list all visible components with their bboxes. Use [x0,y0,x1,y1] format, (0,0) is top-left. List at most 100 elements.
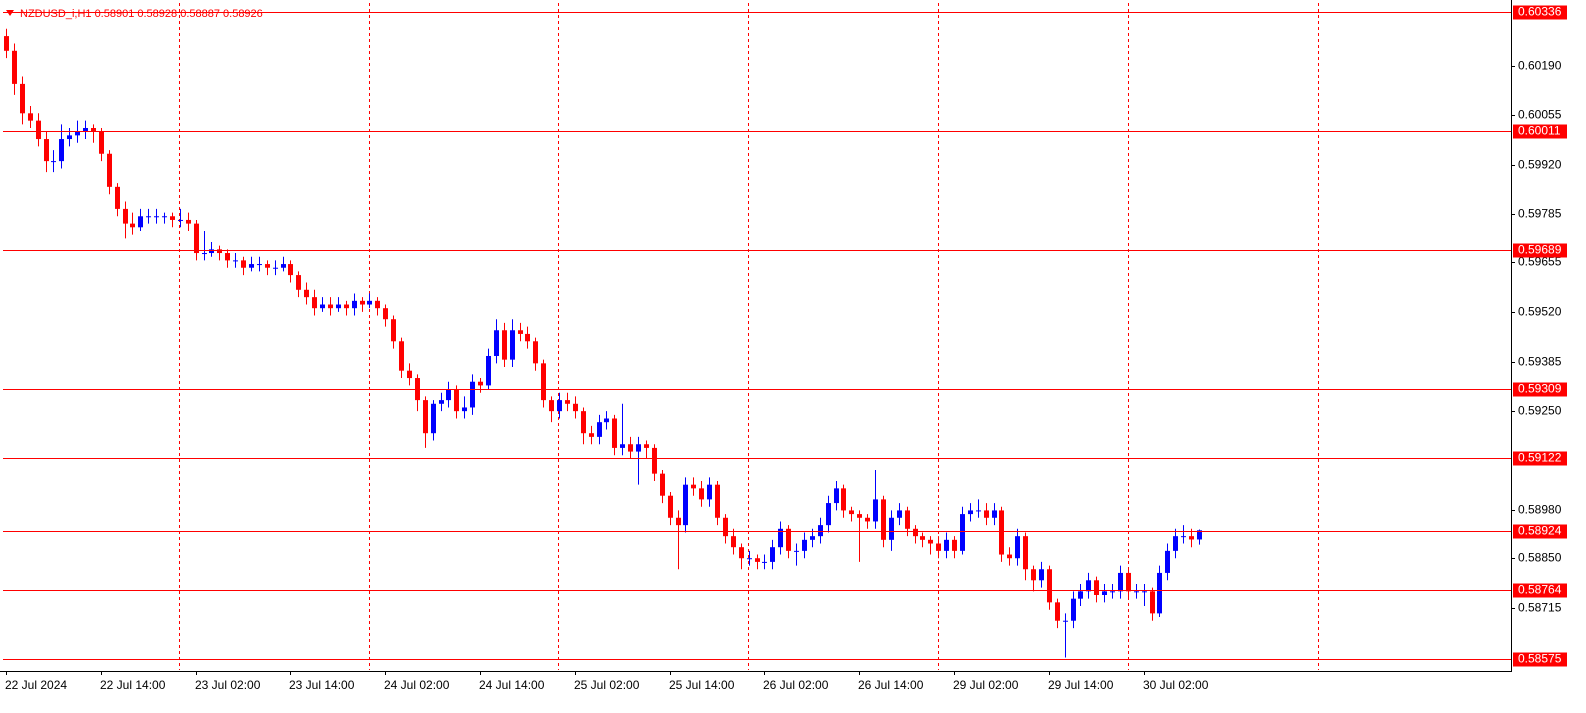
candle-body [557,400,562,412]
candle-body [984,510,989,518]
candle-body [502,330,507,360]
candle-body [170,216,175,220]
candle-body [186,219,191,224]
candle-body [383,308,388,320]
x-tick-label: 22 Jul 14:00 [100,678,166,692]
candle-body [928,539,933,544]
candle-body [1189,536,1194,540]
y-tick-label: 0.58980 [1518,503,1562,517]
candle-body [470,381,475,408]
candle-body [636,444,641,452]
candle-body [328,304,333,309]
candle-body [762,561,767,563]
candle-body [107,153,112,187]
candle-body [818,525,823,537]
candle-body [952,539,957,551]
x-tick-label: 23 Jul 14:00 [289,678,355,692]
candle-body [1118,572,1123,592]
candle-body [296,275,301,290]
candle-body [12,50,17,84]
candle-body [273,267,278,269]
candle-body [533,341,538,364]
candle-body [628,444,633,452]
candle-body [755,558,760,562]
candle-body [75,131,80,136]
x-tick-label: 30 Jul 02:00 [1143,678,1209,692]
candle-body [905,510,910,529]
price-level-label: 0.58575 [1518,652,1562,666]
x-tick-label: 23 Jul 02:00 [195,678,261,692]
y-tick-label: 0.59785 [1518,207,1562,221]
candle-body [715,484,720,518]
candle-body [849,510,854,515]
candle-body [1063,620,1068,622]
candle-body [446,389,451,401]
candle-body [731,536,736,548]
candle-body [1197,530,1202,540]
candle-body [1142,591,1147,593]
candle-body [786,528,791,551]
y-tick-label: 0.59250 [1518,404,1562,418]
candle-body [810,536,815,540]
candle-body [944,539,949,551]
candle-body [913,528,918,537]
candle-body [1181,536,1186,538]
candle-body [683,484,688,526]
x-tick-label: 26 Jul 02:00 [763,678,829,692]
candle-body [336,304,341,309]
candle-body [494,330,499,356]
y-tick-label: 0.60190 [1518,59,1562,73]
candle-body [525,333,530,342]
candle-body [747,558,752,560]
candle-body [1086,580,1091,592]
candle-body [920,536,925,540]
y-tick-label: 0.59655 [1518,255,1562,269]
price-level-label: 0.59309 [1518,382,1562,396]
candle-body [281,264,286,268]
candle-body [20,83,25,114]
price-level-label: 0.58764 [1518,583,1562,597]
candle-body [454,389,459,412]
candle-body [115,186,120,209]
candle-body [36,120,41,140]
candle-body [999,510,1004,555]
price-level-tag [1513,524,1567,539]
candle-body [130,223,135,228]
candle-body [1071,598,1076,621]
candle-body [1102,591,1107,595]
candle-body [794,550,799,552]
x-tick-label: 26 Jul 14:00 [858,678,924,692]
candle-body [976,510,981,512]
candle-body [841,488,846,511]
candle-body [549,400,554,412]
candle-body [1039,569,1044,581]
candle-body [59,139,64,162]
candle-body [881,499,886,540]
candle-body [565,400,570,404]
candle-body [1015,536,1020,559]
candle-body [1157,572,1162,614]
candle-body [431,403,436,434]
candle-body [178,219,183,221]
candle-body [668,495,673,518]
candle-body [541,363,546,401]
candle-body [723,517,728,537]
candle-body [375,300,380,309]
x-tick-label: 24 Jul 14:00 [479,678,545,692]
candle-body [1007,554,1012,559]
candle-body [936,543,941,551]
price-level-label: 0.60336 [1518,5,1562,19]
candle-body [217,249,222,254]
price-level-label: 0.59122 [1518,451,1562,465]
candle-body [660,473,665,496]
candle-body [360,300,365,305]
candle-body [960,514,965,551]
candle-body [1055,602,1060,621]
candle-body [897,510,902,518]
candle-body [91,128,96,132]
candle-body [1031,569,1036,581]
candle-body [739,547,744,559]
candle-body [1173,536,1178,551]
candle-body [707,484,712,500]
price-level-label: 0.58924 [1518,524,1562,538]
